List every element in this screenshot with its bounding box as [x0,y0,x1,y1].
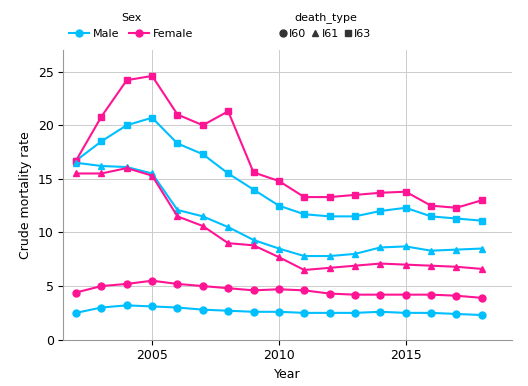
Legend: I60, I61, I63: I60, I61, I63 [280,12,372,39]
X-axis label: Year: Year [275,368,301,381]
Y-axis label: Crude mortality rate: Crude mortality rate [19,131,32,259]
